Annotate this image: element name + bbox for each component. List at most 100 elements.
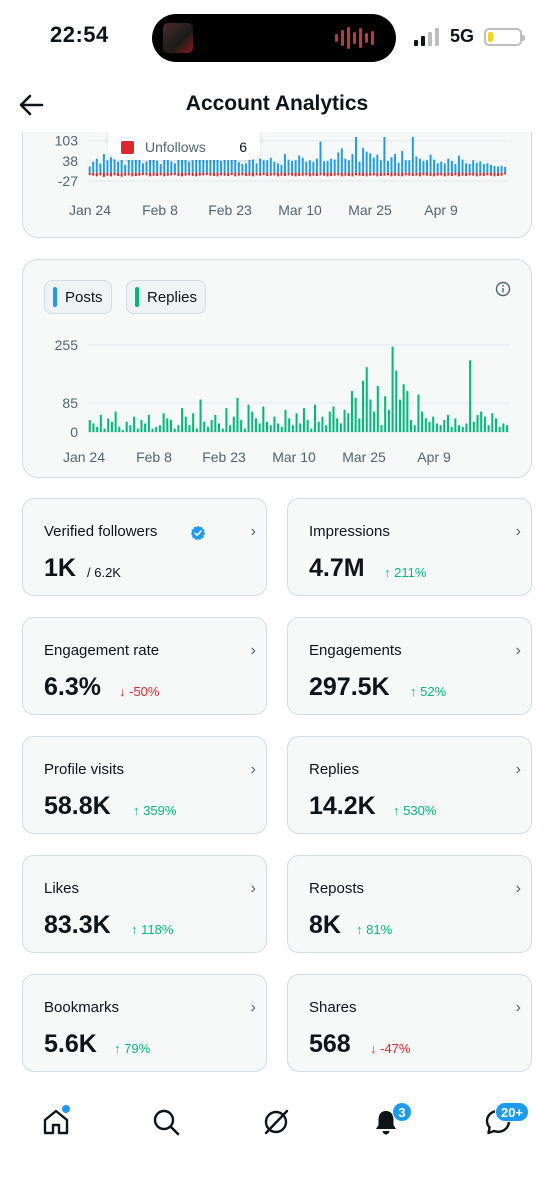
nav-home[interactable] [38, 1104, 74, 1140]
chart-bar [287, 159, 290, 173]
x-tick-label: Jan 24 [63, 449, 105, 465]
chart-bar [319, 172, 322, 176]
chart-bar [243, 428, 246, 432]
metric-value: 4.7M [309, 554, 365, 582]
chart-bar [140, 420, 143, 432]
chart-bar [358, 418, 361, 432]
legend-posts[interactable]: Posts [44, 280, 112, 314]
chart-bar [376, 154, 379, 173]
chart-bar [138, 172, 141, 176]
nav-search[interactable] [148, 1104, 184, 1140]
chart-bar [476, 414, 479, 432]
chart-bar [280, 164, 283, 173]
chart-bar [225, 408, 228, 432]
arrow-up-icon: ↑ [356, 922, 367, 937]
chart-bar [106, 160, 109, 173]
back-button[interactable] [16, 90, 46, 120]
legend-replies[interactable]: Replies [126, 280, 207, 314]
chart-bar [152, 172, 155, 176]
chart-bar [212, 148, 215, 173]
metric-total: / 6.2K [87, 565, 121, 580]
metric-shares[interactable]: Shares › 568 ↓ -47% [287, 974, 532, 1072]
chart-bar [383, 137, 386, 173]
chart-bar [351, 154, 354, 173]
bottom-nav: 3 20+ [0, 1092, 554, 1156]
chart-bar [181, 172, 183, 177]
chart-bar [317, 421, 320, 432]
chart-bar [446, 414, 449, 432]
chart-bar [397, 172, 400, 177]
chart-bar [376, 385, 379, 432]
chart-bar [497, 166, 500, 173]
chart-bar [326, 160, 329, 173]
chart-bar [188, 172, 191, 176]
chart-bar [429, 154, 432, 173]
chart-bar [390, 172, 393, 177]
cellular-signal-icon [414, 28, 439, 46]
metric-profile-visits[interactable]: Profile visits › 58.8K ↑ 359% [22, 736, 267, 834]
metric-reposts[interactable]: Reposts › 8K ↑ 81% [287, 855, 532, 953]
chart-bar [426, 160, 428, 173]
chart-bar [273, 416, 276, 432]
chart-bar [131, 172, 134, 177]
nav-notifications[interactable] [368, 1104, 404, 1140]
chart-bar [344, 172, 347, 176]
chart-bar [262, 160, 265, 173]
chart-bar [415, 172, 418, 176]
metric-change-value: 118% [141, 922, 174, 937]
chart-bar [124, 164, 127, 173]
tooltip-value: 6 [239, 139, 247, 155]
metric-impressions[interactable]: Impressions › 4.7M ↑ 211% [287, 498, 532, 596]
chart-bar [428, 421, 431, 432]
chart-bar [155, 426, 158, 432]
chart-bar [440, 161, 443, 173]
chart-bar [110, 421, 113, 432]
chart-bar [344, 158, 347, 173]
chart-bar [99, 414, 102, 432]
chart-bar [422, 160, 425, 173]
chart-bar [133, 416, 136, 432]
chart-bar [502, 423, 505, 432]
chart-bar [173, 172, 176, 176]
chart-bar [266, 421, 269, 432]
chart-bar [340, 172, 343, 177]
nav-grok[interactable] [258, 1104, 294, 1140]
chart-bar [217, 423, 221, 432]
verified-badge-icon [190, 525, 206, 540]
metric-engagement-rate[interactable]: Engagement rate › 6.3% ↓ -50% [22, 617, 267, 715]
chart-bar [489, 164, 492, 173]
chart-bar [181, 154, 183, 173]
chart-bar [475, 162, 478, 173]
chart-bar [306, 420, 309, 432]
chart-bar [205, 172, 208, 176]
chart-bar [314, 404, 317, 432]
chart-bar [251, 411, 254, 432]
chart-bar [401, 150, 404, 173]
chart-bar [118, 426, 121, 432]
chart-bar [497, 172, 500, 177]
chart-bar [504, 172, 507, 175]
metric-replies[interactable]: Replies › 14.2K ↑ 530% [287, 736, 532, 834]
metric-label: Profile visits [44, 761, 125, 778]
chart-bar [166, 158, 169, 173]
chart-bar [461, 172, 464, 176]
metric-likes[interactable]: Likes › 83.3K ↑ 118% [22, 855, 267, 953]
chart-bar [454, 172, 457, 176]
metric-value: 568 [309, 1030, 351, 1058]
chart-bar [103, 428, 106, 432]
chart-bar [295, 413, 298, 432]
chart-bar [310, 428, 313, 432]
chart-bar [255, 163, 258, 173]
metric-engagements[interactable]: Engagements › 297.5K ↑ 52% [287, 617, 532, 715]
chart-bar [358, 161, 361, 173]
chart-bar [486, 163, 489, 173]
chart-bar [151, 428, 154, 432]
chart-bar [433, 159, 436, 173]
metric-change-value: 81% [366, 922, 393, 937]
arrow-up-icon: ↑ [131, 922, 142, 937]
x-tick-label: Feb 23 [208, 202, 252, 218]
arrow-left-icon [19, 94, 44, 116]
metric-verified-followers[interactable]: Verified followers › 1K / 6.2K [22, 498, 267, 596]
info-icon[interactable] [494, 280, 512, 298]
metric-bookmarks[interactable]: Bookmarks › 5.6K ↑ 79% [22, 974, 267, 1072]
